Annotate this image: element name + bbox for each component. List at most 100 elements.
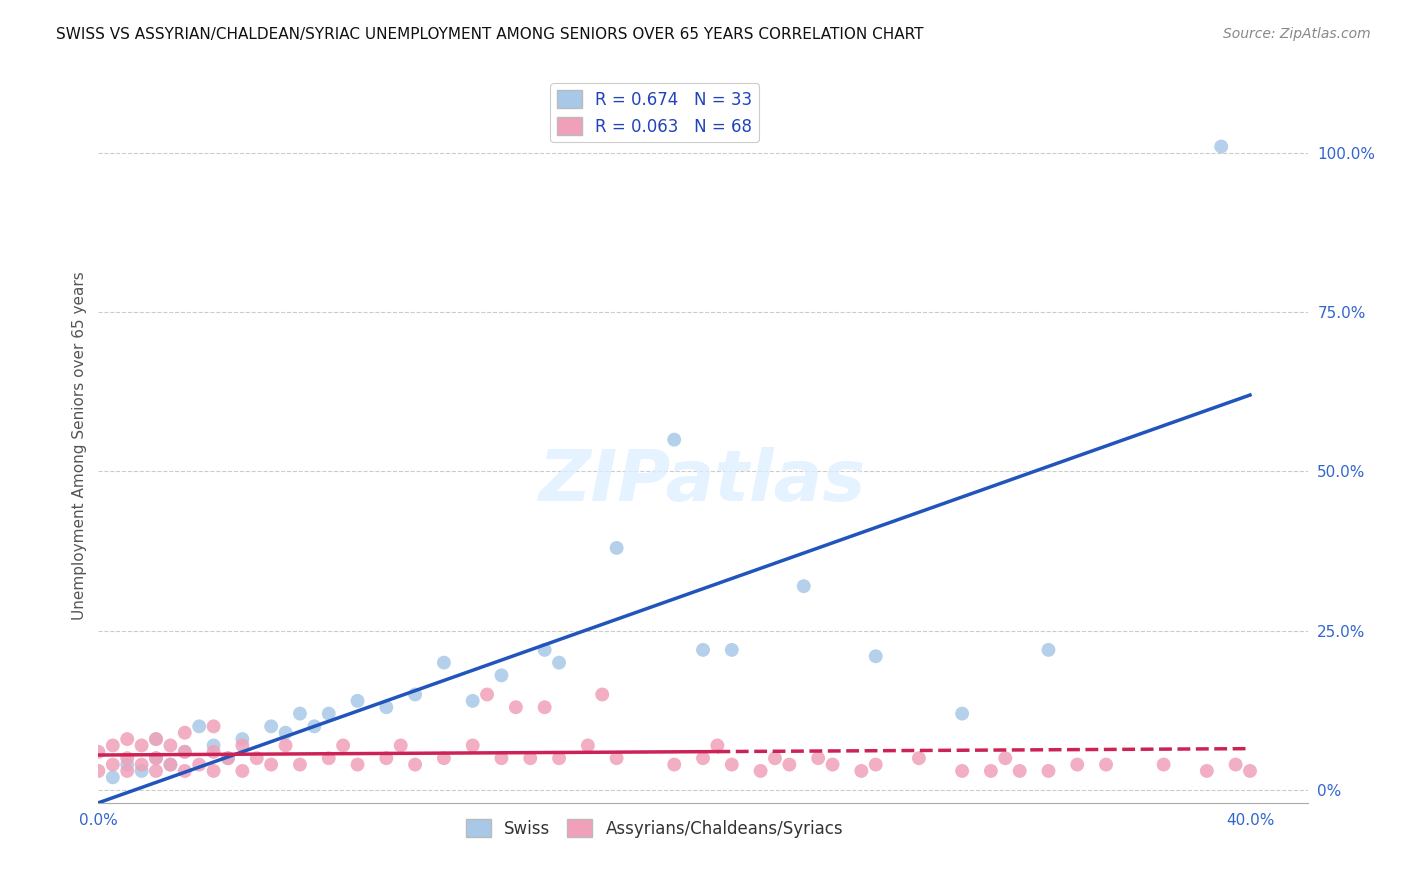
Point (1225, 757, 1247, 772)
Point (159, 739, 181, 753)
Point (346, 757, 368, 772)
Point (606, 751, 628, 765)
Point (606, 541, 628, 555)
Point (332, 739, 354, 753)
Point (131, 757, 153, 772)
Point (145, 751, 167, 765)
Point (188, 719, 211, 733)
Point (1211, 139, 1233, 153)
Point (950, 706, 973, 721)
Point (202, 719, 225, 733)
Point (1038, 643, 1060, 657)
Point (807, 751, 830, 765)
Point (1038, 764, 1060, 778)
Point (159, 757, 181, 772)
Point (980, 764, 1002, 778)
Point (260, 757, 283, 772)
Point (131, 764, 153, 778)
Point (145, 764, 167, 778)
Point (346, 694, 368, 708)
Point (101, 739, 124, 753)
Point (145, 732, 167, 747)
Point (461, 694, 484, 708)
Point (821, 757, 844, 772)
Point (491, 751, 513, 765)
Point (720, 757, 742, 772)
Text: Source: ZipAtlas.com: Source: ZipAtlas.com (1223, 27, 1371, 41)
Point (217, 751, 239, 765)
Point (548, 751, 571, 765)
Point (720, 643, 742, 657)
Point (288, 757, 311, 772)
Point (793, 579, 815, 593)
Point (519, 751, 541, 765)
Point (1195, 764, 1218, 778)
Point (404, 688, 426, 702)
Text: ZIPatlas: ZIPatlas (540, 447, 866, 516)
Point (1095, 757, 1118, 772)
Point (87, 764, 110, 778)
Point (159, 757, 181, 772)
Point (288, 706, 311, 721)
Point (318, 751, 340, 765)
Point (173, 764, 195, 778)
Point (274, 739, 297, 753)
Point (115, 764, 138, 778)
Point (231, 764, 253, 778)
Point (1008, 764, 1031, 778)
Point (692, 751, 714, 765)
Point (1066, 757, 1088, 772)
Point (664, 757, 686, 772)
Point (533, 643, 555, 657)
Point (101, 770, 124, 784)
Point (475, 688, 498, 702)
Point (706, 739, 728, 753)
Point (145, 732, 167, 747)
Point (1239, 764, 1261, 778)
Point (115, 751, 138, 765)
Point (548, 656, 571, 670)
Point (865, 757, 887, 772)
Point (173, 745, 195, 759)
Point (217, 751, 239, 765)
Point (202, 745, 225, 759)
Point (851, 764, 873, 778)
Point (304, 719, 326, 733)
Point (591, 688, 613, 702)
Point (533, 700, 555, 714)
Point (115, 732, 138, 747)
Point (994, 751, 1017, 765)
Point (101, 757, 124, 772)
Point (576, 739, 599, 753)
Point (763, 751, 786, 765)
Point (692, 643, 714, 657)
Point (173, 745, 195, 759)
Y-axis label: Unemployment Among Seniors over 65 years: Unemployment Among Seniors over 65 years (72, 272, 87, 620)
Point (1153, 757, 1175, 772)
Point (491, 668, 513, 682)
Point (246, 751, 269, 765)
Text: SWISS VS ASSYRIAN/CHALDEAN/SYRIAC UNEMPLOYMENT AMONG SENIORS OVER 65 YEARS CORRE: SWISS VS ASSYRIAN/CHALDEAN/SYRIAC UNEMPL… (56, 27, 924, 42)
Point (260, 719, 283, 733)
Point (389, 739, 412, 753)
Point (865, 649, 887, 664)
Point (375, 700, 398, 714)
Point (202, 764, 225, 778)
Point (375, 751, 398, 765)
Point (950, 764, 973, 778)
Point (404, 757, 426, 772)
Legend: Swiss, Assyrians/Chaldeans/Syriacs: Swiss, Assyrians/Chaldeans/Syriacs (460, 813, 849, 845)
Point (749, 764, 772, 778)
Point (173, 725, 195, 739)
Point (231, 732, 253, 747)
Point (433, 656, 456, 670)
Point (231, 739, 253, 753)
Point (908, 751, 931, 765)
Point (433, 751, 456, 765)
Point (188, 757, 211, 772)
Point (778, 757, 800, 772)
Point (505, 700, 527, 714)
Point (318, 706, 340, 721)
Point (664, 433, 686, 447)
Point (202, 739, 225, 753)
